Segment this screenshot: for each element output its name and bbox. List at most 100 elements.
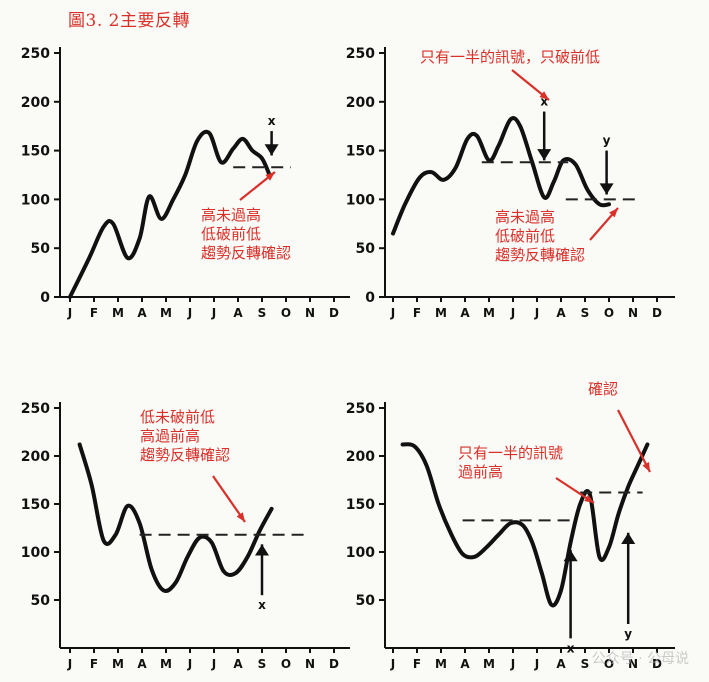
chart2-ytick-label-0: 0 bbox=[365, 290, 375, 306]
chart2-callout-top: 只有一半的訊號，只破前低 bbox=[420, 48, 600, 66]
chart1-signal-label-x: x bbox=[268, 114, 276, 128]
chart2-ytick-label-250: 250 bbox=[346, 46, 375, 62]
chart4-xtick-label-9: S bbox=[581, 657, 590, 671]
chart4-signal-arrow-y-head bbox=[621, 532, 636, 544]
chart2-annotation-2: 低破前低 bbox=[495, 227, 555, 245]
chart3-xtick-label-12: D bbox=[329, 657, 339, 671]
chart2-ytick-label-200: 200 bbox=[346, 95, 375, 111]
watermark: 公众号 · 公母说 bbox=[591, 651, 689, 667]
chart4-xtick-label-4: A bbox=[460, 657, 470, 671]
chart2-xtick-label-12: D bbox=[652, 306, 662, 320]
chart3-xtick-label-1: J bbox=[67, 657, 72, 671]
chart3-xtick-label-7: J bbox=[211, 657, 216, 671]
chart4-xtick-label-1: J bbox=[390, 657, 395, 671]
chart4-callout-arrow-head bbox=[584, 494, 594, 503]
chart4-callout-top-2: 過前高 bbox=[458, 463, 503, 481]
chart2-xtick-label-2: F bbox=[413, 306, 421, 320]
chart4-confirm-arrow bbox=[617, 409, 651, 473]
chart3-xtick-label-6: J bbox=[187, 657, 192, 671]
chart2-annotation-3: 趨勢反轉確認 bbox=[495, 246, 585, 264]
chart3-series-line bbox=[77, 442, 274, 593]
chart4-ytick-label-200: 200 bbox=[346, 449, 375, 465]
chart3-xtick-label-11: N bbox=[305, 657, 315, 671]
chart3-annotation-arrow bbox=[212, 475, 246, 523]
chart4-signal-arrow-x-head bbox=[563, 550, 578, 562]
chart2-xtick-label-8: A bbox=[556, 306, 566, 320]
chart4-ytick-label-150: 150 bbox=[346, 497, 375, 513]
chart4-xtick-label-6: J bbox=[510, 657, 515, 671]
chart2-signal-arrow-x-head bbox=[537, 149, 552, 161]
chart4-series-line bbox=[400, 442, 650, 608]
chart3-ytick-label-200: 200 bbox=[21, 449, 50, 465]
chart2-xtick-label-9: S bbox=[581, 306, 590, 320]
chart2-xtick-label-1: J bbox=[390, 306, 395, 320]
chart4-confirm-label: 確認 bbox=[588, 380, 618, 398]
chart1-annotation-3: 趨勢反轉確認 bbox=[201, 244, 291, 262]
chart1-series-line bbox=[68, 129, 272, 299]
chart3-xtick-label-4: A bbox=[137, 657, 147, 671]
chart1-ytick-label-200: 200 bbox=[21, 95, 50, 111]
chart4-xtick-label-8: A bbox=[556, 657, 566, 671]
chart1-ytick-label-0: 0 bbox=[40, 290, 50, 306]
chart4-xtick-label-7: J bbox=[534, 657, 539, 671]
chart2-xtick-label-4: A bbox=[460, 306, 470, 320]
chart1-xtick-label-2: F bbox=[90, 306, 98, 320]
chart3-annotation-3: 趨勢反轉確認 bbox=[140, 446, 230, 464]
chart1-xtick-label-12: D bbox=[329, 306, 339, 320]
chart3-annotation-1: 低未破前低 bbox=[140, 408, 215, 426]
chart1-annotation-2: 低破前低 bbox=[201, 225, 261, 243]
chart3-ytick-label-100: 100 bbox=[21, 545, 50, 561]
chart2-xtick-label-6: J bbox=[510, 306, 515, 320]
chart3-xtick-label-8: A bbox=[233, 657, 243, 671]
chart2-ytick-label-150: 150 bbox=[346, 144, 375, 160]
chart2-xtick-label-10: O bbox=[604, 306, 614, 320]
chart3-xtick-label-5: M bbox=[160, 657, 172, 671]
chart2-xtick-label-7: J bbox=[534, 306, 539, 320]
chart3-annotation-2: 高過前高 bbox=[140, 427, 200, 445]
chart4-callout-top: 只有一半的訊號 bbox=[458, 444, 563, 462]
chart2-ytick-label-50: 50 bbox=[356, 241, 376, 257]
chart2-xtick-label-5: M bbox=[483, 306, 495, 320]
chart1-xtick-label-1: J bbox=[67, 306, 72, 320]
chart1-ytick-label-150: 150 bbox=[21, 144, 50, 160]
chart2-callout-arrow-head bbox=[539, 91, 549, 100]
chart2-ytick-label-100: 100 bbox=[346, 192, 375, 208]
chart3-signal-arrow-x-head bbox=[255, 544, 269, 556]
chart4-signal-label-y: y bbox=[624, 627, 632, 641]
chart4-xtick-label-10: O bbox=[604, 657, 614, 671]
chart1-xtick-label-7: J bbox=[211, 306, 216, 320]
chart2-series-line bbox=[391, 116, 611, 236]
chart4-ytick-label-50: 50 bbox=[356, 593, 376, 609]
chart3-annotation-arrow-head bbox=[236, 512, 245, 522]
chart1-ytick-label-250: 250 bbox=[21, 46, 50, 62]
chart4-xtick-label-12: D bbox=[652, 657, 662, 671]
chart1-ytick-label-50: 50 bbox=[31, 241, 51, 257]
chart2-signal-arrow-y-head bbox=[599, 183, 614, 195]
chart1-annotation-arrow-head bbox=[265, 172, 275, 181]
chart3-ytick-label-50: 50 bbox=[31, 593, 51, 609]
chart1-xtick-label-8: A bbox=[233, 306, 243, 320]
chart2-xtick-label-3: M bbox=[435, 306, 447, 320]
chart3-ytick-label-150: 150 bbox=[21, 497, 50, 513]
chart1-xtick-label-9: S bbox=[258, 306, 267, 320]
chart3-xtick-label-3: M bbox=[112, 657, 124, 671]
chart2-signal-label-y: y bbox=[603, 134, 611, 148]
chart1-signal-arrow-x-head bbox=[264, 144, 279, 156]
chart4-xtick-label-3: M bbox=[435, 657, 447, 671]
chart2-annotation-1: 高未過高 bbox=[495, 208, 555, 226]
chart2-signal-label-x: x bbox=[540, 95, 548, 109]
chart4-confirm-arrow-head bbox=[642, 462, 650, 472]
chart2-xtick-label-11: N bbox=[628, 306, 638, 320]
chart4-xtick-label-5: M bbox=[483, 657, 495, 671]
chart1-annotation-1: 高未過高 bbox=[201, 206, 261, 224]
chart3-xtick-label-9: S bbox=[258, 657, 267, 671]
chart3-xtick-label-10: O bbox=[281, 657, 291, 671]
chart1-xtick-label-3: M bbox=[112, 306, 124, 320]
chart3-ytick-label-250: 250 bbox=[21, 401, 50, 417]
chart3-signal-label-x: x bbox=[258, 598, 266, 612]
chart1-xtick-label-5: M bbox=[160, 306, 172, 320]
chart1-xtick-label-4: A bbox=[137, 306, 147, 320]
chart4-xtick-label-2: F bbox=[413, 657, 421, 671]
chart1-xtick-label-6: J bbox=[187, 306, 192, 320]
